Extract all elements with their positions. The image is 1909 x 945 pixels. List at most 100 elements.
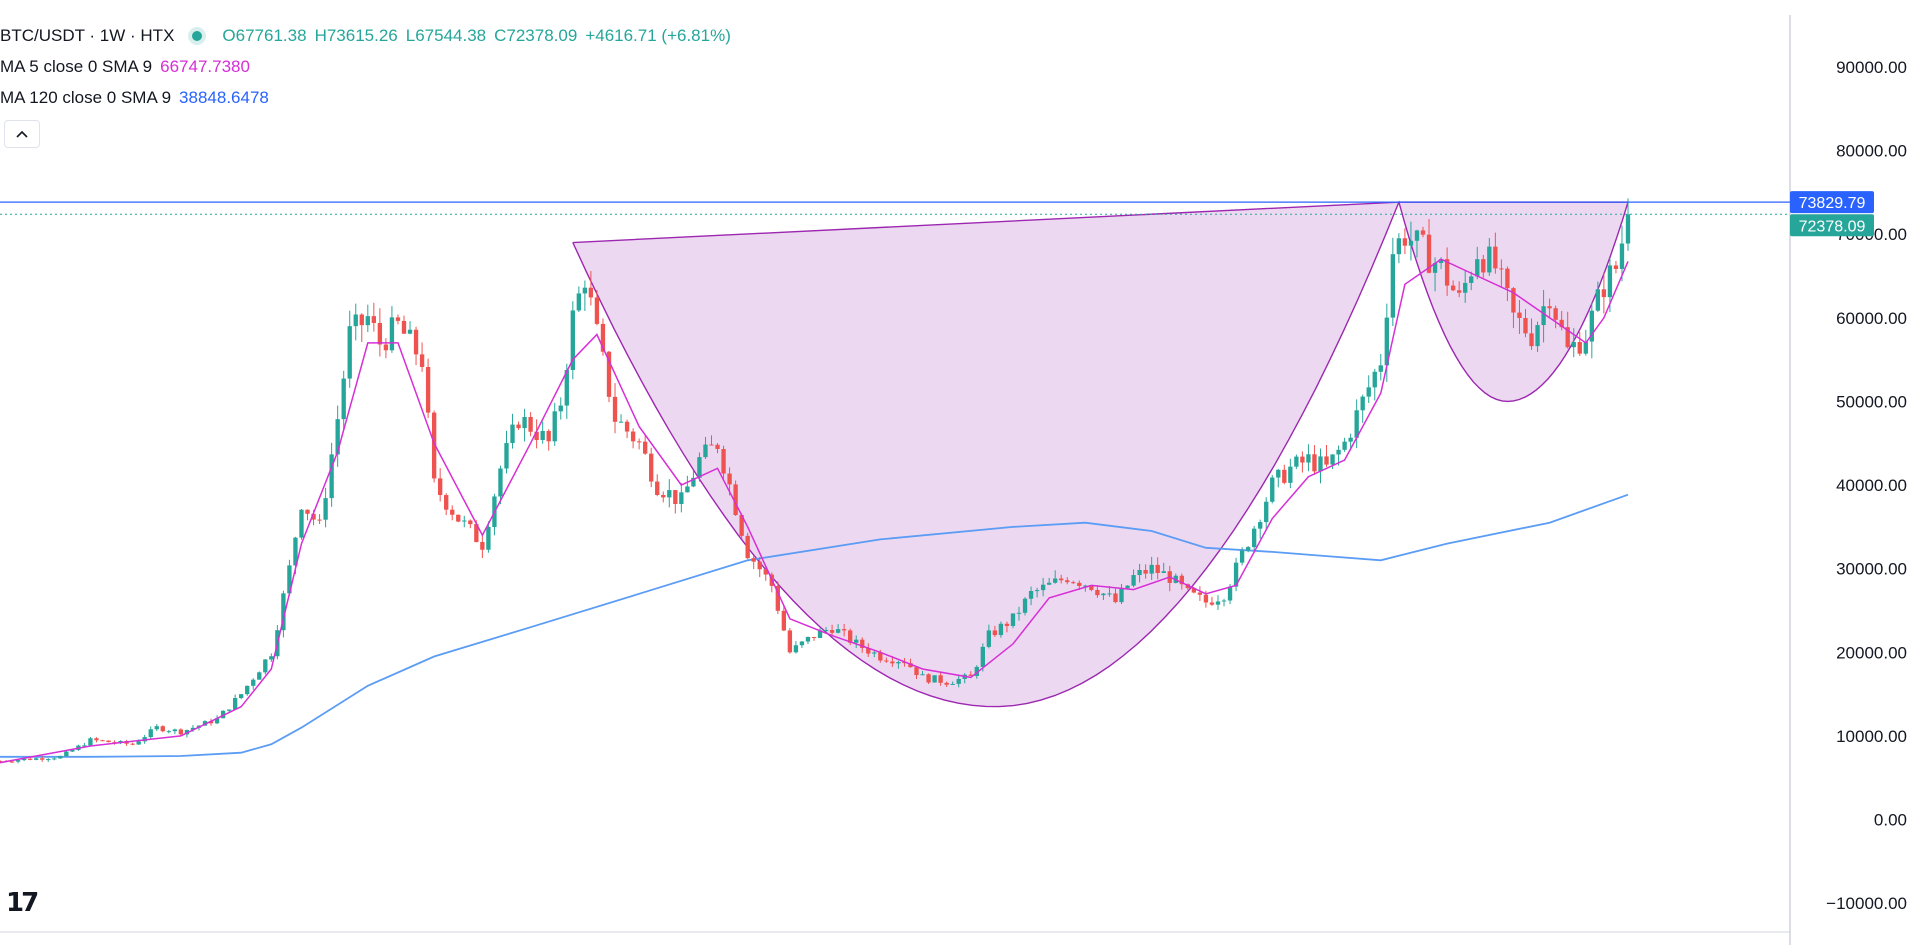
candlestick[interactable] xyxy=(1487,237,1492,276)
candlestick[interactable] xyxy=(516,421,521,430)
candlestick[interactable] xyxy=(1595,281,1601,312)
candlestick[interactable] xyxy=(1221,598,1227,607)
candlestick[interactable] xyxy=(745,532,750,560)
candlestick[interactable] xyxy=(558,397,563,420)
candlestick[interactable] xyxy=(968,671,973,677)
candlestick[interactable] xyxy=(106,740,111,743)
candlestick[interactable] xyxy=(359,313,364,343)
candlestick[interactable] xyxy=(1270,475,1275,504)
candlestick[interactable] xyxy=(938,672,943,686)
candlestick[interactable] xyxy=(1481,254,1486,278)
candlestick[interactable] xyxy=(1155,557,1160,580)
tradingview-logo[interactable]: 17 xyxy=(6,888,39,918)
collapse-legend-button[interactable] xyxy=(4,120,40,148)
ma120-row[interactable]: MA 120 close 0 SMA 9 38848.6478 xyxy=(0,82,731,113)
candlestick[interactable] xyxy=(52,757,57,761)
candlestick[interactable] xyxy=(733,480,738,516)
candlestick[interactable] xyxy=(1541,289,1546,343)
candlestick[interactable] xyxy=(854,635,859,649)
candlestick[interactable] xyxy=(636,438,642,450)
candlestick[interactable] xyxy=(456,514,461,523)
candlestick[interactable] xyxy=(450,505,455,521)
candlestick[interactable] xyxy=(1601,272,1607,314)
candlestick[interactable] xyxy=(570,301,575,380)
candlestick[interactable] xyxy=(1318,448,1323,484)
candlestick[interactable] xyxy=(462,515,467,528)
candlestick[interactable] xyxy=(1161,562,1166,574)
candlestick[interactable] xyxy=(82,742,87,747)
candlestick[interactable] xyxy=(896,660,901,669)
candlestick[interactable] xyxy=(624,419,630,439)
candlestick[interactable] xyxy=(1523,309,1528,338)
candlestick[interactable] xyxy=(1131,569,1136,588)
candlestick[interactable] xyxy=(841,623,847,637)
candlestick[interactable] xyxy=(245,685,250,696)
candlestick[interactable] xyxy=(468,519,473,529)
candlestick[interactable] xyxy=(160,725,165,733)
candlestick[interactable] xyxy=(986,624,992,649)
candlestick[interactable] xyxy=(413,326,419,366)
candlestick[interactable] xyxy=(1378,353,1383,381)
candlestick[interactable] xyxy=(1197,586,1203,601)
candlestick[interactable] xyxy=(588,271,594,306)
candlestick[interactable] xyxy=(1505,266,1510,302)
candlestick[interactable] xyxy=(365,304,370,333)
candlestick[interactable] xyxy=(1475,246,1480,280)
candlestick[interactable] xyxy=(172,728,178,735)
candlestick[interactable] xyxy=(1619,225,1625,282)
candlestick[interactable] xyxy=(15,759,21,764)
candlestick[interactable] xyxy=(835,624,841,634)
candlestick[interactable] xyxy=(1559,310,1564,331)
candlestick[interactable] xyxy=(124,739,129,746)
candlestick[interactable] xyxy=(257,671,262,680)
candlestick[interactable] xyxy=(1137,563,1142,583)
candlestick[interactable] xyxy=(1456,281,1462,298)
candlestick[interactable] xyxy=(1010,613,1016,629)
candlestick[interactable] xyxy=(805,636,811,645)
candlestick[interactable] xyxy=(793,641,799,654)
candlestick[interactable] xyxy=(1324,444,1329,467)
candlestick[interactable] xyxy=(34,757,39,761)
candlestick[interactable] xyxy=(751,555,756,570)
candlestick[interactable] xyxy=(763,566,768,581)
candlestick[interactable] xyxy=(817,628,823,639)
candlestick[interactable] xyxy=(1143,564,1148,579)
candlestick[interactable] xyxy=(1529,318,1534,350)
candlestick[interactable] xyxy=(1300,451,1305,473)
candlestick[interactable] xyxy=(1625,198,1631,251)
candlestick[interactable] xyxy=(1294,454,1299,469)
candlestick[interactable] xyxy=(1493,232,1498,274)
candlestick[interactable] xyxy=(721,445,726,480)
candlestick[interactable] xyxy=(100,739,105,742)
candlestick[interactable] xyxy=(618,414,624,423)
candlestick[interactable] xyxy=(775,581,780,615)
candlestick[interactable] xyxy=(1245,545,1251,553)
candlestick[interactable] xyxy=(347,310,352,388)
candlestick[interactable] xyxy=(419,342,425,372)
candlestick[interactable] xyxy=(1258,519,1263,539)
candlestick[interactable] xyxy=(1095,585,1100,598)
candlestick[interactable] xyxy=(341,370,346,431)
candlestick[interactable] xyxy=(552,402,557,446)
candlestick[interactable] xyxy=(251,678,256,690)
candlestick[interactable] xyxy=(1511,287,1516,329)
candlestick[interactable] xyxy=(522,408,527,442)
candlestick[interactable] xyxy=(220,710,226,719)
candlestick[interactable] xyxy=(148,726,153,740)
candlestick[interactable] xyxy=(1571,328,1576,358)
candlestick[interactable] xyxy=(1330,454,1335,469)
candlestick[interactable] xyxy=(709,435,714,446)
candlestick[interactable] xyxy=(1535,321,1540,352)
candlestick[interactable] xyxy=(534,419,539,449)
candlestick[interactable] xyxy=(715,443,720,454)
candlestick[interactable] xyxy=(21,758,27,762)
candlestick[interactable] xyxy=(1046,577,1052,586)
candlestick[interactable] xyxy=(1264,497,1269,530)
candlestick[interactable] xyxy=(239,693,244,700)
candlestick[interactable] xyxy=(317,514,322,525)
candlestick[interactable] xyxy=(64,750,69,757)
candlestick[interactable] xyxy=(540,421,545,444)
candlestick[interactable] xyxy=(799,640,805,649)
candlestick[interactable] xyxy=(1251,525,1257,554)
candlestick[interactable] xyxy=(299,508,304,540)
